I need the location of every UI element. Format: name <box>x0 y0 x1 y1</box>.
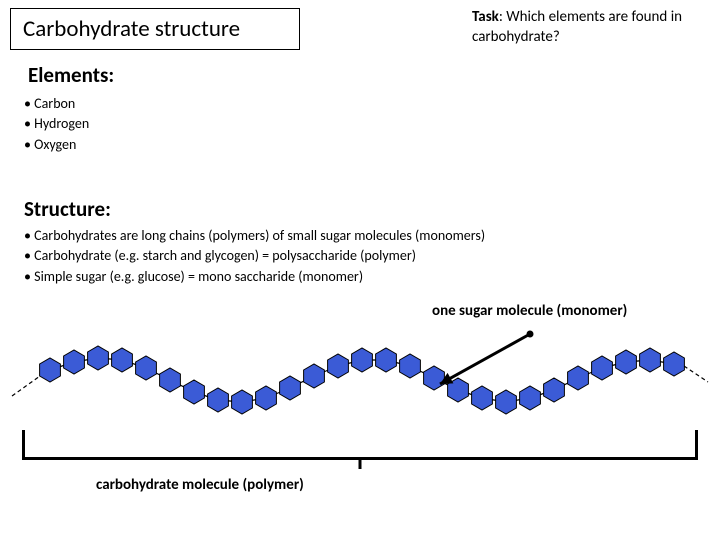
task-box: Task: Which elements are found in carboh… <box>472 8 702 47</box>
monomer-label: one sugar molecule (monomer) <box>432 302 627 320</box>
list-item: Carbohydrates are long chains (polymers)… <box>24 226 485 246</box>
list-item: Hydrogen <box>24 114 89 134</box>
structure-heading: Structure: <box>24 196 111 222</box>
list-item: Carbon <box>24 94 89 114</box>
polymer-chain-diagram <box>10 322 710 432</box>
task-text: : Which elements are found in carbohydra… <box>472 8 682 46</box>
list-item: Carbohydrate (e.g. starch and glycogen) … <box>24 246 485 266</box>
polymer-label: carbohydrate molecule (polymer) <box>96 476 304 494</box>
task-label: Task <box>472 8 499 26</box>
list-item: Simple sugar (e.g. glucose) = mono sacch… <box>24 267 485 287</box>
elements-list: Carbon Hydrogen Oxygen <box>24 94 89 155</box>
structure-list: Carbohydrates are long chains (polymers)… <box>24 226 485 287</box>
page-title: Carbohydrate structure <box>23 15 287 43</box>
title-bar: Carbohydrate structure <box>10 8 300 50</box>
elements-heading: Elements: <box>28 62 114 88</box>
list-item: Oxygen <box>24 135 89 155</box>
polymer-bracket <box>22 430 698 460</box>
